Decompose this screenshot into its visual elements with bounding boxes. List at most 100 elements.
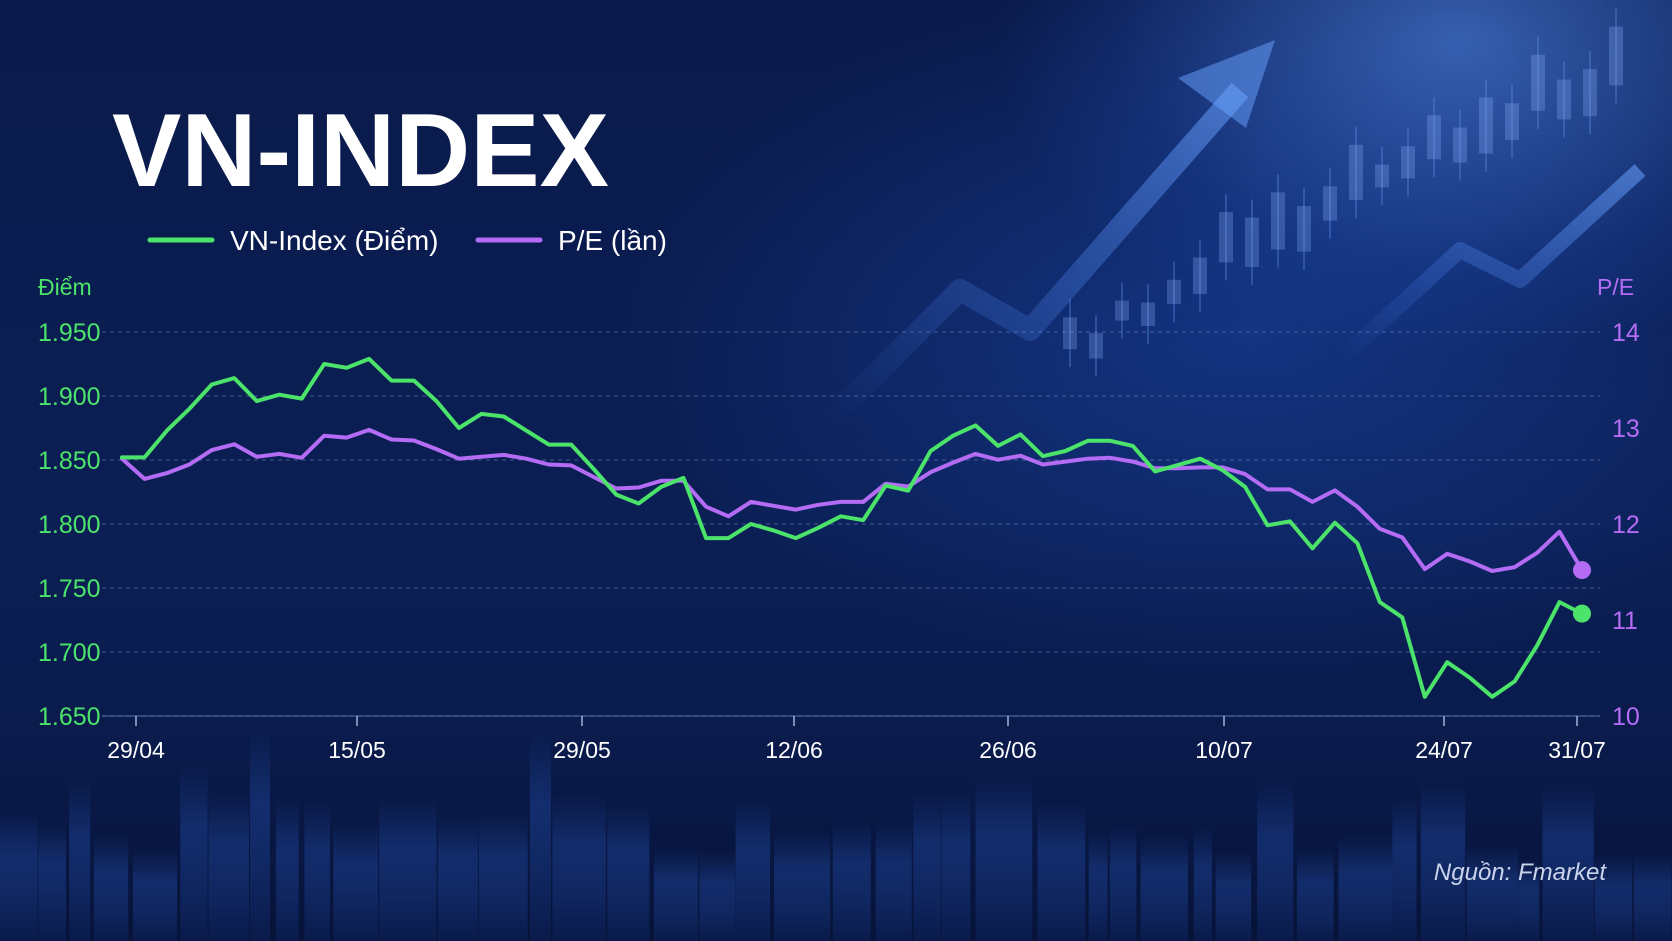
candle-body — [1349, 144, 1363, 201]
skyline-building — [1634, 854, 1672, 941]
skyline-building — [1140, 835, 1188, 941]
x-tick-label: 26/06 — [979, 737, 1037, 763]
candle-body — [1531, 54, 1545, 111]
x-tick-label: 24/07 — [1415, 737, 1473, 763]
skyline-building — [69, 780, 91, 941]
y-tick-right: 14 — [1612, 319, 1640, 347]
skyline-building — [250, 728, 271, 941]
arrow-decoration — [822, 82, 1249, 428]
y-tick-left: 1.650 — [38, 703, 101, 731]
candle-body — [1271, 192, 1285, 250]
skyline-building — [1193, 827, 1213, 941]
endpoint-vnindex — [1573, 604, 1591, 623]
legend: VN-Index (Điểm) P/E (lần) — [147, 225, 667, 256]
candle-body — [1167, 279, 1181, 305]
candle-body — [1609, 26, 1623, 86]
x-axis-ticks: 29/04 15/05 29/05 12/06 26/06 10/07 24/07 31/07 — [107, 716, 1606, 763]
x-tick-label: 15/05 — [328, 737, 386, 763]
y-axis-left-label: Điểm — [38, 274, 92, 300]
background-decoration — [0, 8, 1672, 941]
skyline-building — [333, 820, 379, 941]
candle-body — [1219, 212, 1233, 263]
skyline-building — [1296, 848, 1334, 941]
y-tick-left: 1.850 — [38, 447, 101, 475]
source-note: Nguồn: Fmarket — [1434, 859, 1607, 886]
skyline-building — [699, 851, 736, 941]
candle-body — [1427, 115, 1441, 160]
y-tick-right: 10 — [1612, 703, 1640, 731]
skyline-building — [1088, 830, 1108, 941]
candle-body — [1063, 317, 1077, 350]
skyline-building — [653, 847, 698, 941]
candle-body — [1401, 146, 1415, 179]
y-axis-left-ticks: 1.950 1.900 1.850 1.800 1.750 1.700 1.650 — [38, 319, 101, 731]
skyline-building — [1594, 855, 1633, 941]
skyline-building — [38, 820, 67, 941]
skyline-building — [913, 793, 941, 941]
y-tick-right: 11 — [1612, 607, 1638, 635]
skyline-building — [132, 849, 178, 941]
candle-body — [1323, 186, 1337, 221]
gridlines — [102, 331, 1600, 717]
x-tick-label: 29/04 — [107, 737, 165, 763]
candle-body — [1089, 333, 1103, 359]
series-line-vnindex — [120, 356, 1584, 699]
series-group — [120, 356, 1591, 699]
legend-label-vnindex: VN-Index (Điểm) — [230, 225, 438, 256]
candle-body — [1583, 69, 1597, 117]
skyline-building — [93, 834, 129, 941]
chart-title: VN-INDEX — [112, 93, 609, 209]
skyline-building — [975, 776, 1033, 941]
arrow-head — [1178, 40, 1275, 128]
legend-label-pe: P/E (lần) — [558, 225, 667, 256]
x-tick-label: 31/07 — [1548, 737, 1606, 763]
skyline-building — [941, 791, 971, 941]
skyline-building — [1338, 836, 1393, 941]
series-line-pe — [120, 427, 1584, 573]
y-tick-left: 1.900 — [38, 383, 101, 411]
candle-body — [1193, 257, 1207, 295]
y-axis-right-ticks: 14 13 12 11 10 — [1612, 319, 1640, 731]
skyline-building — [552, 794, 606, 941]
skyline-building — [875, 820, 912, 941]
candle-body — [1479, 97, 1493, 154]
skyline-building — [1392, 796, 1417, 941]
skyline-building — [1466, 844, 1518, 941]
candle-body — [1245, 217, 1259, 268]
y-tick-right: 12 — [1612, 511, 1640, 539]
skyline-building — [180, 765, 208, 941]
skyline-building — [1109, 824, 1137, 941]
skyline-building — [1037, 802, 1086, 941]
skyline-building — [437, 813, 478, 941]
skyline-building — [208, 791, 249, 941]
candle-body — [1141, 302, 1155, 326]
y-axis-right-label: P/E — [1597, 274, 1634, 300]
candle-body — [1115, 300, 1129, 321]
skyline-building — [0, 809, 38, 941]
skyline-building — [735, 798, 771, 941]
skyline-building — [275, 797, 299, 941]
skyline-building — [379, 797, 437, 941]
candle-body — [1453, 127, 1467, 163]
x-tick-label: 10/07 — [1195, 737, 1253, 763]
candle-body — [1375, 164, 1389, 188]
skyline-building — [774, 830, 831, 941]
arrow-decoration — [1334, 164, 1646, 366]
skyline-building — [529, 730, 551, 941]
endpoint-pe — [1573, 561, 1591, 580]
x-tick-label: 29/05 — [553, 737, 611, 763]
y-tick-left: 1.700 — [38, 639, 101, 667]
skyline-building — [1518, 858, 1540, 941]
skyline-building — [1257, 781, 1294, 941]
y-tick-left: 1.800 — [38, 511, 101, 539]
candle-body — [1557, 79, 1571, 120]
y-tick-left: 1.750 — [38, 575, 101, 603]
candle-body — [1297, 206, 1311, 252]
skyline-building — [1420, 781, 1466, 941]
y-tick-left: 1.950 — [38, 319, 101, 347]
x-tick-label: 12/06 — [765, 737, 823, 763]
y-tick-right: 13 — [1612, 415, 1640, 443]
candle-body — [1505, 103, 1519, 141]
skyline-building — [478, 810, 528, 941]
